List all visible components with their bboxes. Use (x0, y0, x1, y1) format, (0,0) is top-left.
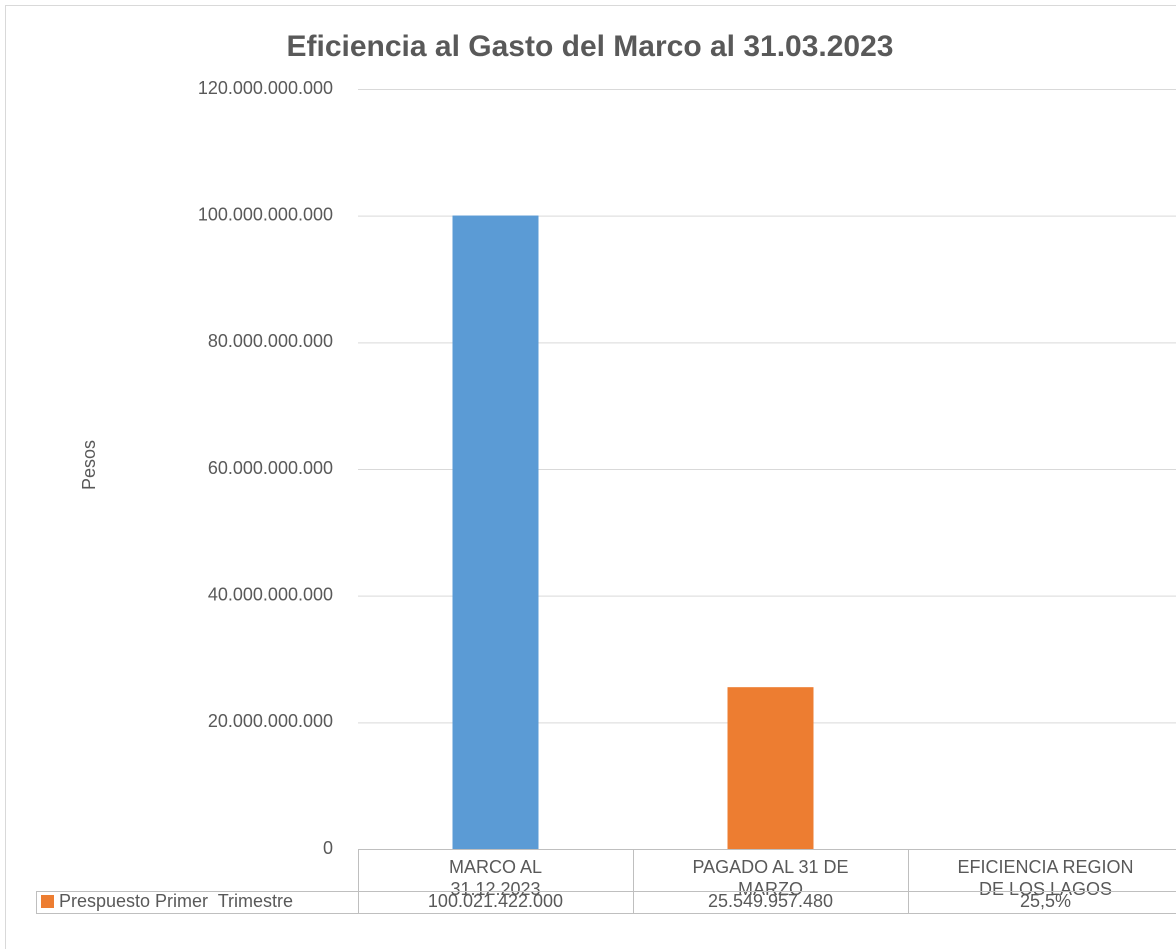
y-tick-label: 60.000.000.000 (208, 458, 333, 478)
bar (727, 687, 814, 849)
legend-key (41, 895, 54, 908)
x-tick-label: PAGADO AL 31 DE MARZO (692, 857, 848, 899)
y-axis-label: Pesos (79, 440, 99, 490)
chart-border (5, 5, 1176, 949)
table-value: 25.549.957.480 (708, 891, 833, 911)
y-tick-label: 120.000.000.000 (198, 78, 333, 98)
y-tick-label: 0 (323, 838, 333, 858)
x-tick-label: MARCO AL 31.12.2023 (449, 857, 542, 899)
x-tick-label: EFICIENCIA REGION DE LOS LAGOS (957, 857, 1133, 899)
y-tick-label: 40.000.000.000 (208, 584, 333, 604)
chart-title: Eficiencia al Gasto del Marco al 31.03.2… (287, 30, 894, 63)
legend-label: Prespuesto Primer Trimestre (59, 891, 293, 911)
table-value: 100.021.422.000 (428, 891, 563, 911)
y-tick-label: 100.000.000.000 (198, 204, 333, 224)
table-value: 25,5% (1020, 891, 1071, 911)
y-tick-label: 20.000.000.000 (208, 711, 333, 731)
bar (452, 215, 539, 849)
y-tick-label: 80.000.000.000 (208, 331, 333, 351)
